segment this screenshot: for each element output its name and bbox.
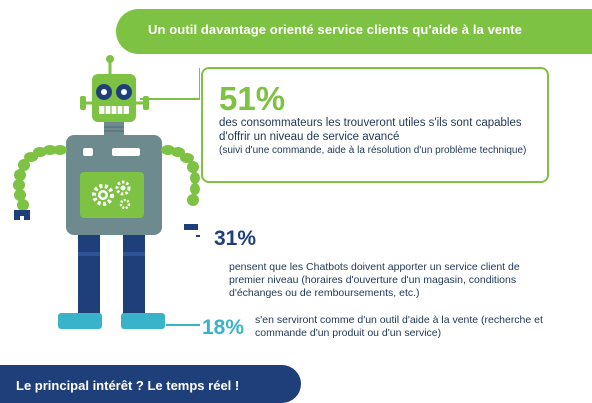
header-banner <box>116 9 592 54</box>
stat-value-31: 31% <box>214 227 257 250</box>
stat-note-51: (suivi d'une commande, aide à la résolut… <box>219 145 527 156</box>
stat-card-51 <box>201 67 549 183</box>
footer-banner <box>0 365 301 403</box>
stat-value-18: 18% <box>202 316 245 339</box>
robot-illustration <box>13 55 200 329</box>
stat-description-31: pensent que les Chatbots doivent apporte… <box>229 261 520 299</box>
stat-value-51: 51% <box>219 80 286 117</box>
stat-description-18: s'en serviront comme d'un outil d'aide à… <box>255 314 543 339</box>
gear-icon <box>92 180 131 210</box>
header-title: Un outil davantage orienté service clien… <box>148 22 523 37</box>
footer-text: Le principal intérêt ? Le temps réel ! <box>16 378 240 393</box>
stat-description-51: des consommateurs les trouveront utiles … <box>219 117 522 143</box>
